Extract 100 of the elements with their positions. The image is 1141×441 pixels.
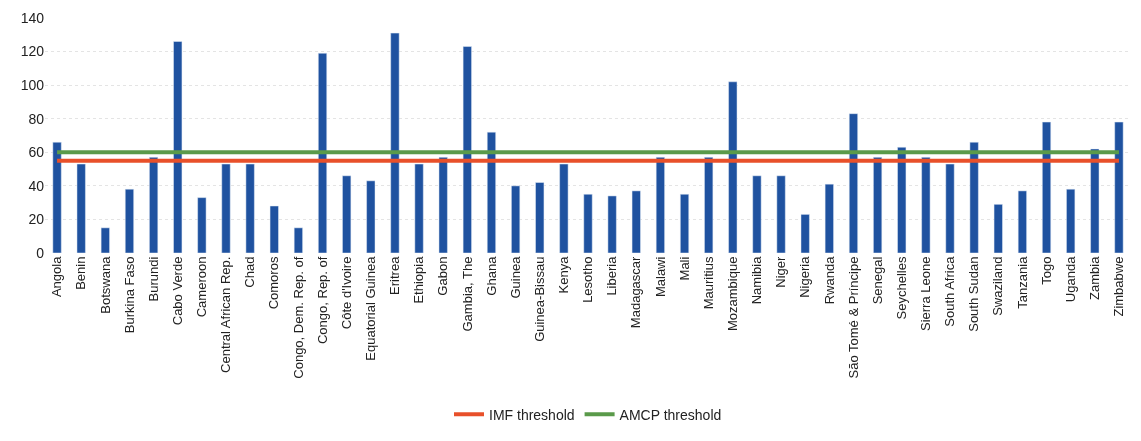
x-tick-label: Botswana — [97, 255, 113, 314]
x-tick-label: Cameroon — [194, 256, 210, 318]
x-tick-label: Zimbabwe — [1111, 256, 1127, 317]
x-tick-label: Zambia — [1087, 255, 1103, 300]
bar — [293, 227, 303, 253]
x-tick-label: South Africa — [942, 255, 958, 327]
bar — [245, 163, 255, 253]
x-tick-label: Ghana — [483, 255, 499, 296]
bar — [873, 157, 883, 253]
x-tick-label: South Sudan — [966, 256, 982, 332]
bar — [221, 163, 231, 253]
x-tick-label: Liberia — [604, 255, 620, 296]
bar — [1090, 148, 1100, 253]
bar — [100, 227, 110, 253]
x-tick-label: Guinea-Bissau — [531, 256, 547, 342]
x-tick-label: Guinea — [507, 255, 523, 299]
bar — [945, 163, 955, 253]
x-tick-label: Uganda — [1062, 255, 1078, 303]
y-tick-label: 40 — [28, 177, 45, 194]
x-tick-label: Angola — [49, 255, 65, 298]
legend-label: AMCP threshold — [619, 406, 722, 423]
x-tick-label: Eritrea — [387, 255, 403, 295]
bar — [752, 175, 762, 253]
x-tick-label: Gabon — [435, 256, 451, 296]
bar — [607, 195, 617, 253]
x-tick-label: Swaziland — [990, 256, 1006, 316]
bar — [1042, 121, 1052, 253]
x-tick-label: Burundi — [145, 256, 161, 302]
bar — [921, 157, 931, 253]
bar — [342, 175, 352, 253]
x-tick-label: Malawi — [652, 256, 668, 298]
x-tick-label: Namibia — [749, 255, 765, 305]
bar — [486, 131, 496, 253]
x-tick-label: Comoros — [266, 256, 282, 310]
bar — [1066, 188, 1076, 253]
bar — [969, 141, 979, 253]
bar — [848, 113, 858, 253]
x-tick-label: Togo — [1038, 256, 1054, 285]
bar — [438, 157, 448, 253]
x-tick-label: Kenya — [556, 255, 572, 294]
y-tick-label: 100 — [20, 77, 45, 94]
x-tick-label: Congo, Dem. Rep. of — [290, 256, 306, 379]
x-tick-label: Central African Rep. — [218, 256, 234, 373]
x-tick-label: Gambia, The — [459, 256, 475, 332]
x-tick-label: Congo, Rep. of — [314, 256, 330, 345]
x-tick-label: Niger — [773, 255, 789, 288]
x-tick-label: Sierra Leone — [918, 256, 934, 332]
y-tick-label: 80 — [28, 110, 45, 127]
bar — [704, 157, 714, 253]
x-tick-label: Senegal — [869, 256, 885, 305]
bar — [462, 46, 472, 253]
x-tick-label: Côte d'Ivoire — [338, 256, 354, 330]
bar — [414, 163, 424, 253]
bar — [390, 32, 400, 253]
bar — [824, 183, 834, 253]
bar — [269, 205, 279, 253]
y-tick-label: 20 — [28, 211, 45, 228]
x-tick-label: Mozambique — [725, 256, 741, 332]
bar — [124, 188, 134, 253]
x-tick-label: Burkina Faso — [121, 256, 137, 334]
x-tick-label: Rwanda — [821, 255, 837, 305]
bar — [149, 157, 159, 253]
bar — [52, 141, 62, 253]
x-tick-label: Tanzania — [1014, 255, 1030, 309]
x-tick-label: Mauritius — [700, 256, 716, 310]
bar — [728, 81, 738, 253]
bar — [173, 41, 183, 253]
bar — [1114, 121, 1124, 253]
x-tick-label: Benin — [73, 256, 89, 290]
x-tick-label: Equatorial Guinea — [363, 255, 379, 361]
x-tick-label: Cabo Verde — [169, 256, 185, 326]
bar — [993, 204, 1003, 253]
bar — [631, 190, 641, 253]
bar — [511, 185, 521, 253]
x-tick-label: Mali — [676, 256, 692, 281]
y-tick-label: 60 — [28, 144, 45, 161]
bar — [366, 180, 376, 253]
x-tick-label: Seychelles — [893, 256, 909, 320]
bar — [197, 197, 207, 253]
x-tick-label: Nigeria — [797, 255, 813, 298]
bar — [800, 214, 810, 253]
bar — [680, 194, 690, 253]
y-tick-label: 0 — [36, 244, 45, 261]
x-tick-label: Ethiopia — [411, 255, 427, 304]
bar — [559, 163, 569, 253]
bar — [318, 53, 328, 253]
legend-label: IMF threshold — [489, 406, 575, 423]
bar — [535, 182, 545, 253]
x-tick-label: Madagascar — [628, 255, 644, 329]
y-tick-label: 120 — [20, 43, 45, 60]
x-tick-label: Lesotho — [580, 256, 596, 303]
bar — [583, 194, 593, 253]
bar — [776, 175, 786, 253]
bar — [76, 163, 86, 253]
x-tick-label: São Tomé & Príncipe — [845, 256, 861, 379]
bar — [897, 147, 907, 253]
bar — [655, 157, 665, 253]
x-tick-label: Chad — [242, 256, 258, 288]
y-tick-label: 140 — [20, 9, 45, 26]
bar — [1017, 190, 1027, 253]
